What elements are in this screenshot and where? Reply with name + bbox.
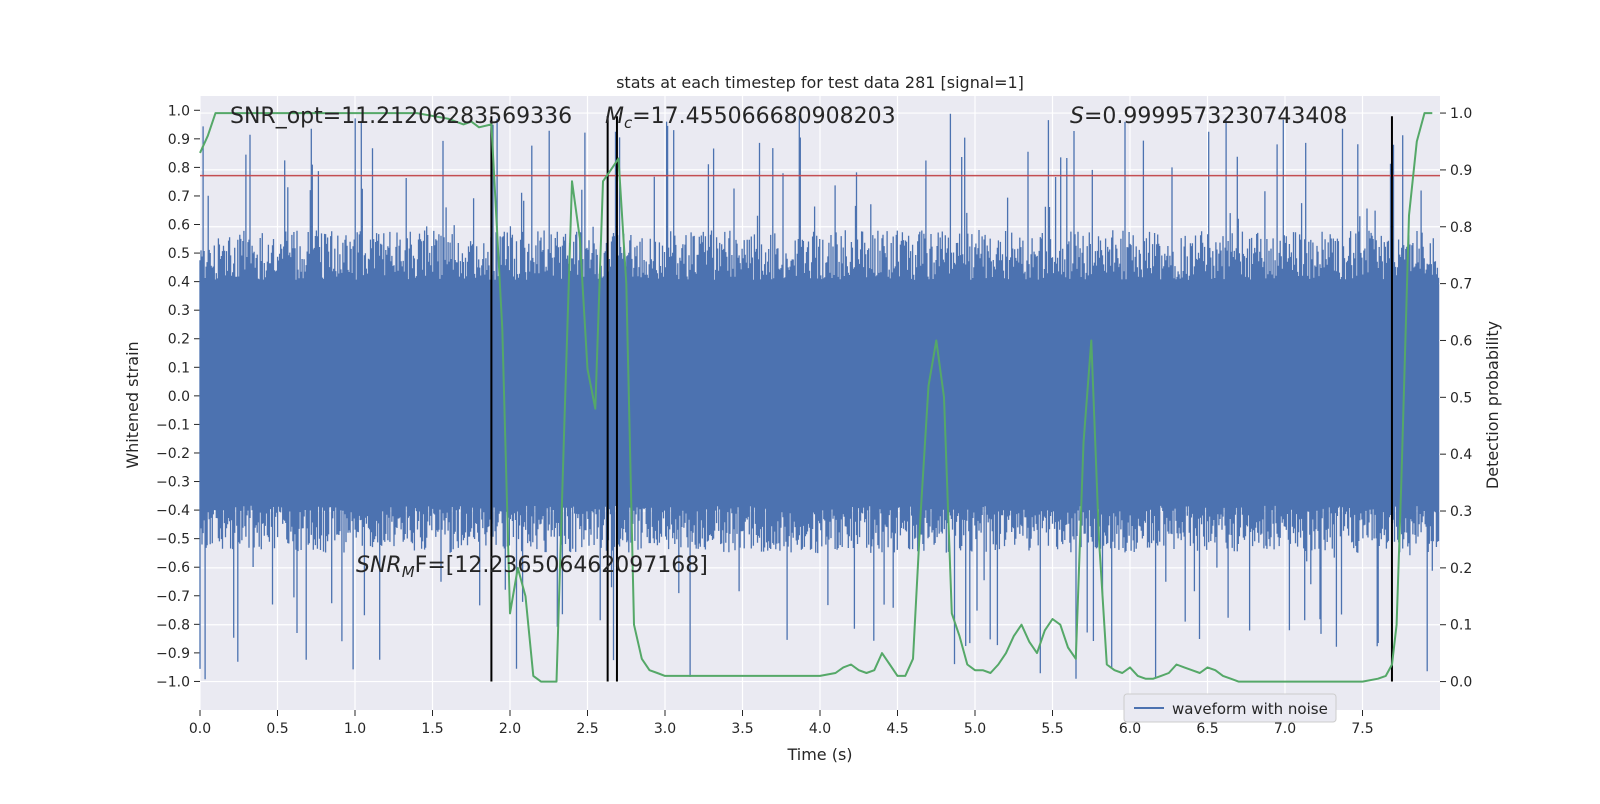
left-tick-label: 1.0: [168, 103, 190, 119]
y2-axis-label: Detection probability: [1483, 321, 1502, 489]
x-tick-label: 3.0: [654, 721, 676, 737]
right-tick-label: 0.8: [1450, 220, 1472, 236]
right-tick-label: 0.5: [1450, 390, 1472, 406]
left-tick-label: 0.6: [168, 218, 190, 234]
left-tick-label: 0.0: [168, 389, 190, 405]
x-tick-label: 4.0: [809, 721, 831, 737]
left-tick-label: 0.3: [168, 303, 190, 319]
left-tick-label: 0.9: [168, 132, 190, 148]
right-tick-label: 0.4: [1450, 447, 1472, 463]
x-tick-label: 7.0: [1274, 721, 1296, 737]
y-axis-label: Whitened strain: [123, 341, 142, 468]
x-tick-label: 2.5: [576, 721, 598, 737]
snr-mf-annotation: SNRMF=[12.236506462097168]: [356, 553, 708, 581]
probability-series: [199, 112, 1433, 683]
right-tick-label: 0.0: [1450, 675, 1472, 691]
x-tick-label: 4.5: [886, 721, 908, 737]
left-tick-label: 0.2: [168, 332, 190, 348]
probability-line: [199, 112, 1433, 683]
right-tick-label: 0.3: [1450, 504, 1472, 520]
x-tick-label: 1.0: [344, 721, 366, 737]
left-tick-label: −0.5: [156, 532, 190, 548]
x-tick-label: 0.0: [189, 721, 211, 737]
left-tick-label: −0.3: [156, 475, 190, 491]
left-tick-label: −0.4: [156, 503, 190, 519]
left-tick-label: 0.4: [168, 275, 190, 291]
right-tick-label: 0.2: [1450, 561, 1472, 577]
x-tick-label: 6.0: [1119, 721, 1141, 737]
left-tick-label: −0.2: [156, 446, 190, 462]
left-tick-label: 0.8: [168, 160, 190, 176]
left-tick-label: −0.8: [156, 617, 190, 633]
chart-title: stats at each timestep for test data 281…: [616, 73, 1024, 92]
x-tick-label: 1.5: [421, 721, 443, 737]
x-tick-label: 0.5: [266, 721, 288, 737]
x-tick-label: 7.5: [1351, 721, 1373, 737]
right-tick-label: 0.9: [1450, 163, 1472, 179]
x-tick-label: 5.5: [1041, 721, 1063, 737]
left-tick-label: −0.6: [156, 560, 190, 576]
x-axis-label: Time (s): [786, 745, 852, 764]
s-annotation: S=0.9999573230743408: [1070, 104, 1347, 129]
x-tick-label: 5.0: [964, 721, 986, 737]
right-tick-label: 0.1: [1450, 618, 1472, 634]
left-axis-ticks: 1.0 0.9 0.8 0.7 0.6 0.5 0.4 0.3 0.2 0.1 0.0 −0.1 −0.…: [156, 103, 200, 690]
legend: waveform with noise: [1123, 693, 1337, 723]
right-tick-label: 0.7: [1450, 277, 1472, 293]
waveform-series: [199, 113, 1440, 680]
left-tick-label: −1.0: [156, 674, 190, 690]
chirp-mass-annotation: Mc=17.455066680908203: [605, 104, 896, 132]
left-tick-label: 0.1: [168, 360, 190, 376]
x-axis-ticks: 0.0 0.5 1.0 1.5 2.0 2.5 3.0 3.5 4.0 4.5 5.0 5.5 6.0 6…: [189, 710, 1374, 737]
left-tick-label: −0.7: [156, 589, 190, 605]
legend-box: [1123, 693, 1337, 723]
left-tick-label: −0.1: [156, 417, 190, 433]
left-tick-label: 0.7: [168, 189, 190, 205]
x-tick-label: 2.0: [499, 721, 521, 737]
left-tick-label: −0.9: [156, 646, 190, 662]
right-tick-label: 1.0: [1450, 106, 1472, 122]
x-tick-label: 3.5: [731, 721, 753, 737]
legend-label: waveform with noise: [1172, 700, 1328, 718]
snr-opt-annotation: SNR_opt=11.21206283569336: [230, 104, 572, 129]
right-tick-label: 0.6: [1450, 333, 1472, 349]
event-markers: [490, 116, 1393, 682]
waveform-line: [199, 113, 1440, 680]
x-tick-label: 6.5: [1196, 721, 1218, 737]
right-axis-ticks: 1.0 0.9 0.8 0.7 0.6 0.5 0.4 0.3 0.2 0.1 0.0: [1440, 106, 1472, 691]
left-tick-label: 0.5: [168, 246, 190, 262]
